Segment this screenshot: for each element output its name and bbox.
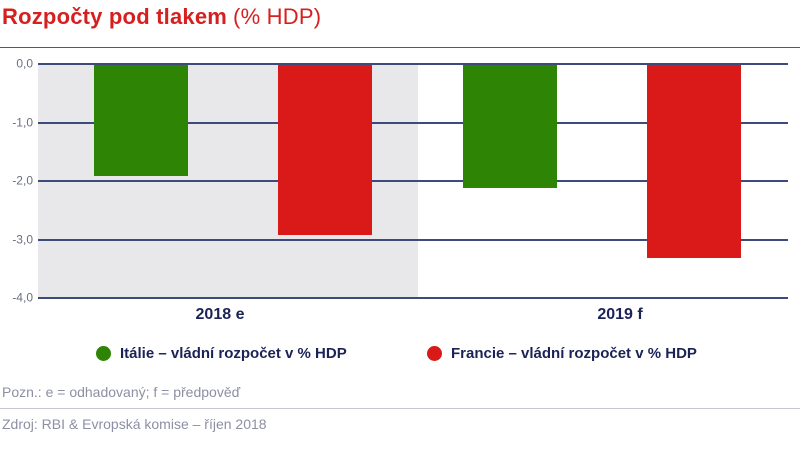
bar-italie-0 (94, 65, 188, 176)
legend-dot-francie (427, 346, 442, 361)
gridline-1 (38, 122, 788, 124)
gridline-2 (38, 180, 788, 182)
page-title-unit: (% HDP) (233, 4, 322, 29)
x-axis: 2018 e 2019 f (0, 306, 800, 328)
legend-label-italie: Itálie – vládní rozpočet v % HDP (120, 345, 347, 362)
legend-dot-italie (96, 346, 111, 361)
legend-item-francie: Francie – vládní rozpočet v % HDP (427, 345, 697, 362)
page-title-main: Rozpočty pod tlakem (2, 4, 228, 29)
legend: Itálie – vládní rozpočet v % HDP Francie… (0, 345, 800, 365)
page-title: Rozpočty pod tlakem (% HDP) (2, 4, 321, 30)
y-tick-label-2: -2,0 (12, 173, 33, 188)
gridline-0 (38, 63, 788, 65)
bar-francie-1 (647, 65, 741, 258)
x-label-1: 2019 f (597, 306, 643, 323)
y-tick-label-3: -3,0 (12, 232, 33, 247)
title-divider (0, 47, 800, 48)
bar-italie-1 (463, 65, 557, 188)
legend-item-italie: Itálie – vládní rozpočet v % HDP (96, 345, 347, 362)
gridline-3 (38, 239, 788, 241)
source-note: Zdroj: RBI & Evropská komise – říjen 201… (2, 416, 267, 432)
footer-divider (0, 408, 800, 409)
bar-chart: 0,0 -1,0 -2,0 -3,0 -4,0 (0, 56, 800, 304)
x-label-0: 2018 e (195, 306, 245, 323)
bar-francie-0 (278, 65, 372, 235)
gridline-4 (38, 297, 788, 299)
y-tick-label-0: 0,0 (16, 56, 33, 71)
footnote: Pozn.: e = odhadovaný; f = předpověď (2, 384, 241, 400)
y-tick-label-4: -4,0 (12, 290, 33, 305)
legend-label-francie: Francie – vládní rozpočet v % HDP (451, 345, 697, 362)
y-tick-label-1: -1,0 (12, 115, 33, 130)
